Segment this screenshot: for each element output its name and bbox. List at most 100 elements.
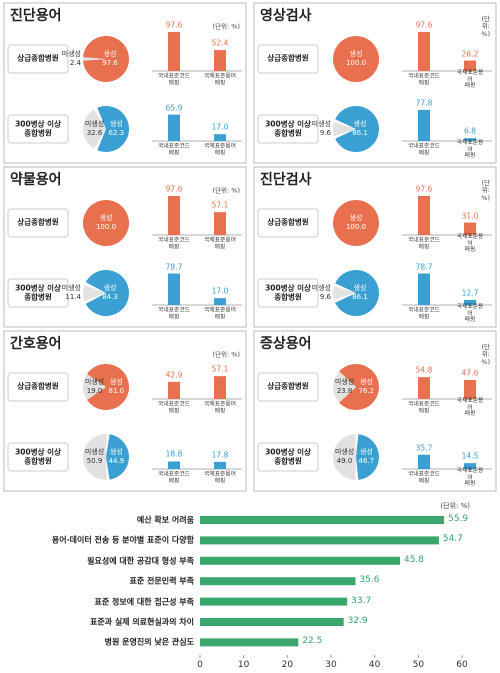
pie-label: 생성: [359, 377, 373, 386]
row-label-box: [257, 442, 319, 472]
bar: [214, 461, 226, 469]
panel-title: 간호용어: [10, 335, 62, 352]
row-label: 상급종합병원: [17, 217, 59, 227]
bar: [168, 114, 180, 141]
bar: [464, 60, 476, 71]
bar: [214, 376, 226, 399]
row-label: 300병상 이상 종합병원: [15, 447, 61, 465]
unit-label: (단위: %): [212, 186, 240, 195]
pie-label: 생성: [349, 49, 363, 58]
pie-label: 미생성: [84, 447, 105, 456]
bar: [200, 516, 445, 524]
pie-slice: [106, 434, 130, 480]
pie-label: 생성: [99, 213, 113, 222]
value-label: 47.6: [461, 368, 479, 378]
bar: [464, 463, 476, 469]
x-tick-label: 50: [412, 659, 425, 670]
pie-label: 생성: [353, 283, 367, 292]
pie-value-label: 11.4: [65, 292, 81, 301]
bar: [418, 377, 430, 399]
value-label: 26.2: [461, 49, 479, 59]
pie-slice: [83, 284, 106, 302]
row-label-box: [7, 44, 69, 74]
pie-value-label: 100.0: [345, 222, 367, 231]
bar: [168, 195, 180, 235]
unit-label: (단위: %): [212, 22, 240, 31]
value-label: 17.8: [211, 450, 229, 460]
row-label: 300병상 이상 종합병원: [265, 447, 311, 465]
pie-value-label: 19.0: [86, 386, 103, 395]
row-label-box: [257, 44, 319, 74]
pie-label: 생성: [359, 447, 373, 456]
bar-category: 국내표준코드 매핑: [408, 237, 440, 250]
pie-slice: [333, 36, 379, 82]
value-label: 35.7: [415, 443, 433, 453]
bar-category: 국제표준용어 매핑: [204, 471, 236, 484]
bar-category: 국내표준코드 매핑: [158, 307, 190, 320]
pie-value-label: 9.6: [319, 292, 331, 301]
bar: [418, 273, 430, 305]
pie-slice: [83, 200, 129, 246]
pie-slice: [97, 105, 129, 152]
value-label: 12.7: [461, 288, 479, 298]
pie-slice: [83, 57, 106, 61]
bar: [464, 222, 476, 235]
value-label: 54.8: [415, 365, 433, 375]
bar-category: 국내표준코드 매핑: [408, 143, 440, 156]
bar: [418, 454, 430, 469]
category-label: 표준과 실제 의료현실과의 차이: [89, 617, 194, 627]
pie-slice: [356, 434, 379, 480]
row-label-box: [7, 442, 69, 472]
x-tick-label: 10: [237, 659, 250, 670]
bar-category: 국내표준코드 매핑: [158, 401, 190, 414]
value-label: 97.6: [415, 184, 433, 194]
value-label: 22.5: [302, 636, 323, 647]
pie-value-label: 32.6: [86, 128, 103, 137]
x-tick-label: 30: [325, 659, 337, 670]
pie-value-label: 86.1: [352, 292, 368, 301]
pie-value-label: 84.3: [102, 292, 118, 301]
row-label: 300병상 이상 종합병원: [265, 119, 311, 137]
row-label-box: [257, 208, 319, 238]
value-label: 78.7: [165, 262, 183, 272]
bar-category: 국제표준용어 매핑: [204, 143, 236, 156]
bar-category: 국내표준코드 매핑: [158, 143, 190, 156]
bar: [464, 138, 476, 141]
row-label-box: [7, 372, 69, 402]
unit-label: (단위: %): [440, 501, 470, 510]
pie-slice: [333, 200, 379, 246]
bar-category: 국제표준용어 매핑: [456, 304, 484, 324]
pie-slice: [333, 371, 356, 403]
pie-label: 미생성: [61, 49, 81, 58]
bar: [464, 379, 476, 399]
pie-label: 생성: [349, 213, 363, 222]
category-label: 예산 확보 어려움: [136, 515, 194, 525]
category-label: 병원 운영진의 낮은 관심도: [104, 637, 194, 647]
pie-label: 미생성: [84, 377, 105, 386]
bar: [418, 195, 430, 235]
pie-value-label: 100.0: [95, 222, 117, 231]
bar-category: 국내표준코드 매핑: [158, 471, 190, 484]
row-label-box: [257, 114, 319, 144]
pie-value-label: 100.0: [345, 58, 367, 67]
pie-value-label: 23.8: [336, 386, 353, 395]
bar: [418, 109, 430, 141]
bar-category: 국제표준용어 매핑: [204, 73, 236, 86]
value-label: 35.6: [359, 575, 380, 586]
pie-slice: [335, 269, 380, 316]
pie-label: 미생성: [334, 377, 355, 386]
pie-label: 미생성: [311, 283, 331, 292]
row-label-box: [7, 114, 69, 144]
value-label: 32.9: [347, 615, 368, 626]
x-tick-label: 60: [456, 659, 468, 670]
pie-label: 생성: [353, 119, 367, 128]
value-label: 78.7: [415, 262, 433, 272]
row-label: 상급종합병원: [17, 53, 59, 63]
pie-label: 미생성: [334, 447, 355, 456]
bar-category: 국내표준코드 매핑: [158, 73, 190, 86]
value-label: 31.0: [461, 211, 479, 221]
bar-category: 국내표준코드 매핑: [408, 307, 440, 320]
row-label: 300병상 이상 종합병원: [265, 283, 311, 301]
pie-label: 생성: [103, 283, 117, 292]
